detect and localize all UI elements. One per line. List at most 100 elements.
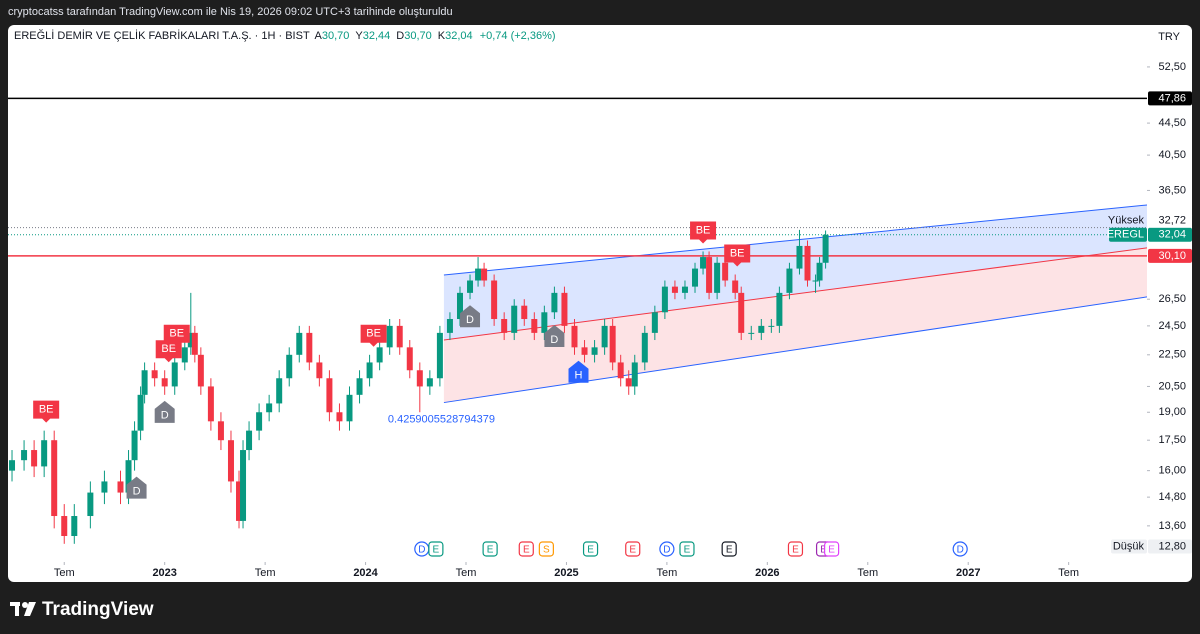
event-label: BE [730, 247, 745, 259]
candle-body [491, 280, 498, 320]
candle-body [266, 403, 273, 413]
change: +0,74 (+2,36%) [479, 30, 556, 42]
candle-body [256, 412, 263, 431]
candle-body [758, 325, 765, 333]
candle-body [456, 292, 463, 320]
y-tick-label: 13,60 [1158, 520, 1186, 532]
calendar-badge: D [414, 541, 430, 557]
calendar-shape [625, 541, 641, 557]
calendar-label: S [543, 545, 550, 556]
price-name-box [1111, 539, 1147, 554]
ohlc: A30,70 Y32,44 D30,70 K32,04 [313, 30, 477, 42]
candle-body [571, 325, 578, 348]
brand-logo [10, 602, 36, 616]
candle-body [191, 332, 198, 355]
candle-body [286, 354, 293, 379]
candle-body [376, 347, 383, 363]
y-tick-label: 22,50 [1158, 349, 1186, 361]
candle-body [591, 347, 598, 355]
candle-body [306, 332, 313, 363]
event-badge: BE [360, 324, 387, 347]
x-tick-label: Tem [456, 567, 477, 579]
candle-body [21, 450, 28, 461]
y-tick-label: 19,00 [1158, 406, 1186, 418]
event-label: BE [161, 343, 176, 355]
candle-body [692, 268, 699, 287]
calendar-shape [787, 541, 804, 557]
event-shape [724, 244, 751, 267]
candle-body [796, 245, 803, 269]
event-shape [568, 360, 589, 383]
calendar-shape [428, 541, 444, 557]
event-label: D [133, 486, 141, 498]
event-shape [544, 325, 565, 348]
candle-body [714, 262, 721, 293]
candle-body [31, 450, 38, 467]
calendar-badge: D [659, 541, 675, 557]
calendar-badge: E [787, 541, 804, 557]
candle-body [181, 347, 188, 363]
candle-body [446, 319, 453, 333]
event-shape [460, 305, 481, 328]
candle-body [366, 362, 373, 379]
y-tick-label: 36,50 [1158, 184, 1186, 196]
candle-body [356, 378, 363, 395]
candle-body [812, 280, 819, 282]
ohlc-value: 32,44 [362, 30, 391, 42]
candle-body [768, 325, 775, 327]
y-tick-label: 52,50 [1158, 61, 1186, 73]
event-shape [126, 476, 147, 499]
symbol-legend: EREĞLİ DEMİR VE ÇELİK FABRİKALARI T.A.Ş.… [14, 30, 560, 42]
calendar-shape [518, 541, 534, 557]
y-tick-label: 40,50 [1158, 149, 1186, 161]
candle-body [396, 325, 403, 348]
candle-body [706, 257, 713, 293]
price-label: 32,72 [1158, 214, 1186, 226]
candle-body [816, 262, 823, 281]
candle-body [131, 430, 138, 461]
candle-body [236, 481, 243, 521]
candle-body [326, 378, 333, 413]
calendar-shape [659, 541, 675, 557]
price-name-box [1109, 227, 1147, 242]
candle-body [601, 325, 608, 348]
x-tick-label: Tem [1058, 567, 1079, 579]
price-label-box [1148, 213, 1192, 228]
calendar-label: E [820, 545, 827, 556]
candle-body [475, 268, 482, 281]
candle-body [71, 516, 78, 537]
channel-lower [443, 296, 1147, 404]
axes: 52,50 44,50 40,50 36,50 26,50 24,50 22,50 20,50… [54, 61, 1192, 579]
calendar-badge: E [582, 541, 599, 557]
calendar-shape [538, 541, 554, 557]
event-badge: BE [163, 324, 190, 347]
candle-body [141, 370, 148, 395]
candle-body [207, 386, 214, 422]
candle-body [41, 440, 48, 467]
price-label-box [1148, 539, 1192, 554]
candle-body [187, 332, 194, 348]
event-label: BE [696, 224, 711, 236]
candle-body [804, 245, 811, 281]
event-badge: BE [690, 221, 717, 244]
calendar-badge: E [625, 541, 641, 557]
candle-body [101, 481, 108, 493]
calendar-badge: E [518, 541, 534, 557]
price-label-box [1148, 248, 1192, 263]
brand: TradingView [42, 599, 154, 620]
candle-body [561, 292, 568, 326]
candle-body [161, 378, 168, 387]
event-label: BE [366, 328, 381, 340]
x-tick-label: Tem [255, 567, 276, 579]
y-tick-label: 17,50 [1158, 434, 1186, 446]
candle-body [416, 370, 423, 387]
x-tick-label: 2023 [152, 567, 176, 579]
calendar-label: D [663, 545, 670, 556]
calendar-badge: E [824, 541, 840, 557]
event-shape [360, 324, 387, 347]
event-label: D [161, 410, 169, 422]
price-label: 47,86 [1158, 92, 1186, 104]
calendar-label: E [828, 545, 835, 556]
candle-body [511, 305, 518, 333]
